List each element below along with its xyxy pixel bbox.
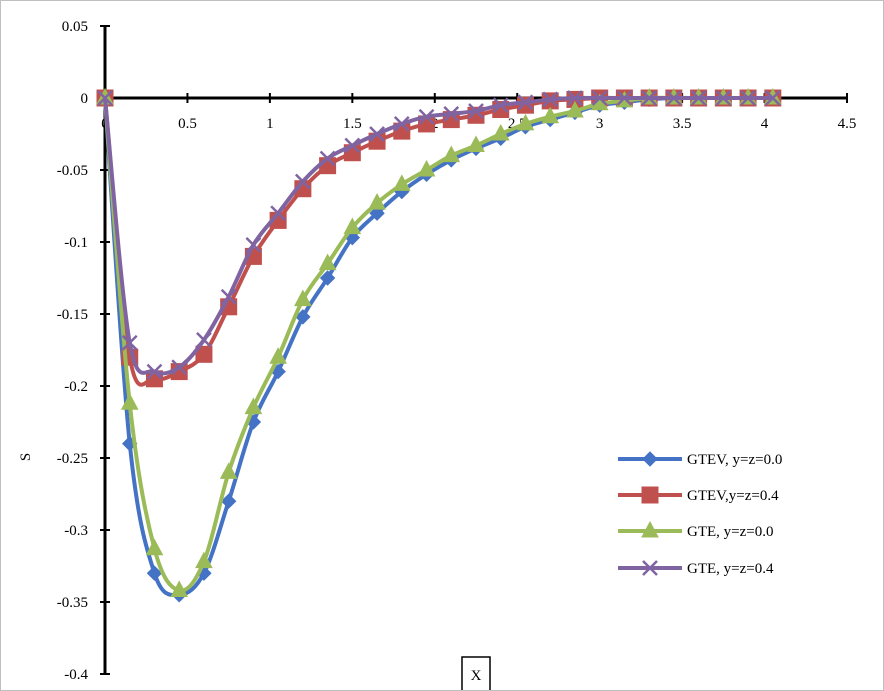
series-line: [103, 95, 773, 376]
data-point: [269, 347, 287, 364]
data-point: [244, 397, 263, 415]
data-point: [318, 253, 337, 271]
data-point: [491, 123, 510, 141]
data-point: [443, 105, 460, 122]
data-point: [245, 236, 262, 253]
legend-marker: [641, 486, 659, 504]
data-point: [468, 103, 484, 119]
y-tick-label: -0.4: [64, 667, 88, 683]
data-point: [195, 551, 213, 569]
x-axis-title: X: [471, 668, 482, 684]
data-point: [121, 334, 138, 351]
data-point: [417, 159, 436, 177]
x-tick-label: 3.5: [673, 116, 692, 132]
data-point: [715, 90, 732, 106]
legend-label: GTEV,y=z=0.4: [687, 488, 779, 504]
x-tick-label: 1: [266, 116, 274, 132]
data-point: [616, 90, 633, 106]
x-tick-label: 3: [596, 116, 604, 132]
legend-label: GTEV, y=z=0.0: [687, 452, 782, 468]
legend-item: GTEV, y=z=0.0: [618, 451, 782, 468]
series-line: [103, 95, 773, 593]
y-tick-label: -0.3: [64, 523, 88, 539]
y-tick-label: 0.05: [62, 19, 88, 35]
series-2: [96, 89, 782, 388]
data-point: [196, 332, 212, 348]
data-point: [195, 345, 213, 363]
data-point: [516, 96, 534, 114]
data-point: [566, 100, 584, 118]
legend-marker: [642, 560, 658, 576]
data-point: [517, 94, 534, 111]
data-point: [492, 97, 509, 114]
x-tick-label: 1.5: [343, 116, 362, 132]
data-point: [146, 565, 163, 581]
data-point: [542, 91, 559, 108]
data-point: [369, 205, 385, 221]
data-point: [467, 135, 485, 153]
data-point: [567, 90, 583, 106]
data-point: [171, 359, 188, 376]
data-point: [220, 493, 237, 509]
data-point: [764, 90, 781, 106]
data-point: [97, 90, 113, 106]
data-point: [319, 150, 336, 167]
y-tick-label: -0.25: [57, 451, 88, 467]
data-point: [442, 145, 461, 163]
legend-marker: [642, 451, 658, 467]
data-point: [145, 538, 164, 556]
y-tick-label: -0.05: [57, 163, 88, 179]
y-tick-label: -0.2: [64, 379, 88, 395]
data-point: [146, 363, 163, 380]
data-point: [516, 113, 535, 131]
data-point: [344, 137, 361, 154]
data-point: [294, 173, 311, 190]
legend-label: GTE, y=z=0.0: [687, 524, 773, 540]
data-point: [665, 90, 682, 106]
legend-item: GTE, y=z=0.4: [618, 560, 774, 577]
y-axis-title: S: [18, 453, 34, 461]
data-point: [220, 288, 237, 305]
y-tick-label: 0: [81, 91, 89, 107]
data-point: [170, 580, 189, 597]
data-point: [591, 90, 608, 106]
data-point: [219, 462, 238, 479]
data-point: [369, 126, 385, 142]
legend-marker: [641, 520, 659, 538]
y-tick-label: -0.1: [64, 235, 88, 251]
legend-item: GTE, y=z=0.0: [618, 520, 773, 540]
series-4: [97, 90, 781, 380]
series-layer: [96, 87, 782, 603]
data-point: [270, 205, 287, 222]
data-point: [641, 90, 658, 106]
data-point: [319, 270, 336, 286]
x-tick-label: 4.5: [838, 116, 857, 132]
data-point: [343, 217, 362, 235]
y-tick-label: -0.35: [57, 595, 88, 611]
legend: GTEV, y=z=0.0 GTEV,y=z=0.4 GTE, y=z=0.0 GTE…: [618, 451, 782, 577]
legend-item: GTEV,y=z=0.4: [618, 486, 779, 504]
legend-label: GTE, y=z=0.4: [687, 561, 774, 577]
y-tick-label: -0.15: [57, 307, 88, 323]
data-point: [541, 106, 560, 124]
data-point: [294, 289, 312, 307]
data-point: [120, 393, 139, 410]
x-tick-label: 0.5: [178, 116, 197, 132]
data-point: [690, 90, 707, 106]
data-point: [393, 116, 410, 132]
data-point: [740, 90, 756, 106]
data-point: [392, 174, 411, 191]
data-point: [418, 108, 435, 125]
data-point: [368, 193, 386, 210]
x-axis-title-box: [461, 656, 491, 690]
data-point: [295, 309, 311, 325]
x-tick-label: 4: [761, 116, 769, 132]
